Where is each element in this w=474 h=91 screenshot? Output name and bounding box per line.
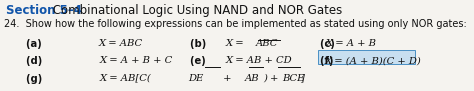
- Text: Combinational Logic Using NAND and NOR Gates: Combinational Logic Using NAND and NOR G…: [49, 4, 343, 17]
- Text: ABC: ABC: [256, 39, 279, 48]
- Text: (d): (d): [26, 56, 46, 66]
- Text: Section 5–4: Section 5–4: [6, 4, 82, 17]
- Text: BCE: BCE: [282, 74, 304, 83]
- Text: (a): (a): [26, 39, 46, 49]
- Text: ]: ]: [300, 74, 304, 83]
- Text: X =: X =: [226, 39, 248, 48]
- Text: X = A + B: X = A + B: [326, 39, 376, 48]
- Text: DE: DE: [188, 74, 203, 83]
- Text: (f): (f): [320, 56, 337, 66]
- Text: X = AB[C(: X = AB[C(: [99, 74, 151, 83]
- Text: X = AB + CD: X = AB + CD: [226, 56, 292, 65]
- Text: +: +: [220, 74, 235, 83]
- Text: 24.  Show how the following expressions can be implemented as stated using only : 24. Show how the following expressions c…: [4, 19, 466, 29]
- Text: X = A + B + C: X = A + B + C: [99, 56, 173, 65]
- Text: X = (A + B)(C + D): X = (A + B)(C + D): [324, 56, 421, 65]
- Text: ) +: ) +: [264, 74, 282, 83]
- Text: (e): (e): [190, 56, 209, 66]
- Text: X = ABC: X = ABC: [99, 39, 143, 48]
- Text: (c): (c): [320, 39, 338, 49]
- FancyBboxPatch shape: [318, 50, 415, 64]
- Text: AB: AB: [245, 74, 259, 83]
- Text: (b): (b): [190, 39, 210, 49]
- Text: (g): (g): [26, 74, 46, 84]
